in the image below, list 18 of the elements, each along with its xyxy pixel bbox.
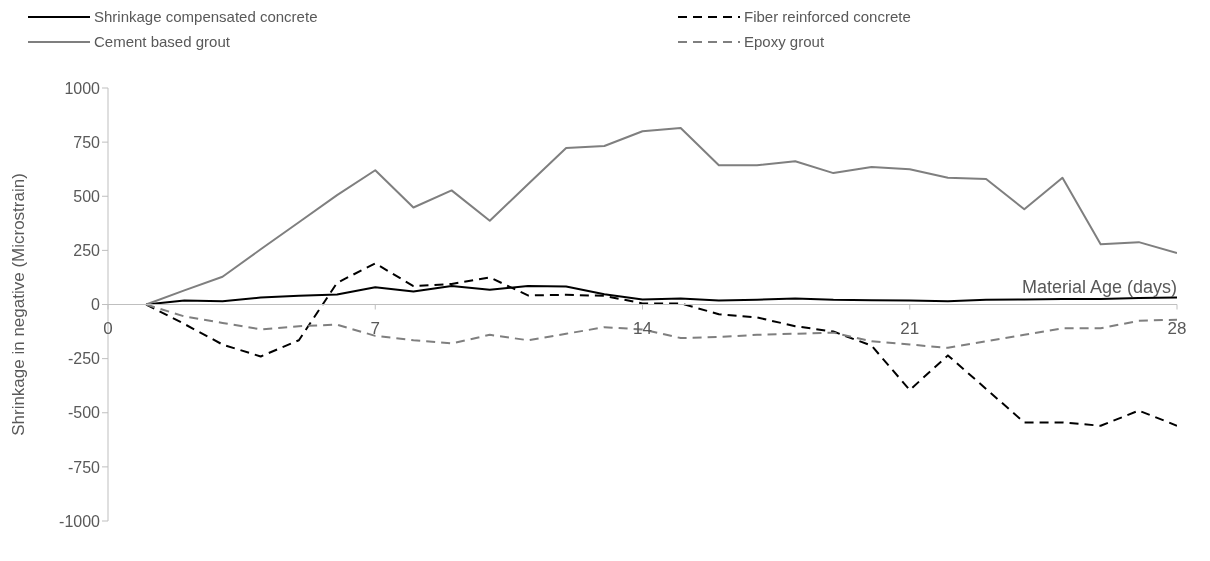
y-tick-label: -250: [67, 350, 101, 368]
y-tick-label: 1000: [64, 79, 101, 97]
legend-label: Shrinkage compensated concrete: [94, 8, 318, 25]
x-tick-label: 28: [1167, 318, 1187, 338]
y-axis-title: Shrinkage in negative (Microstrain): [9, 173, 29, 436]
x-tick-label: 7: [370, 318, 380, 338]
legend-label: Epoxy grout: [744, 33, 825, 50]
x-tick-label: 21: [900, 318, 920, 338]
y-tick-label: 500: [73, 187, 101, 205]
y-tick-label: 250: [73, 242, 101, 260]
y-tick-label: -750: [67, 458, 101, 476]
y-tick-label: 0: [91, 296, 101, 314]
x-axis-title: Material Age (days): [1021, 276, 1177, 297]
y-tick-label: 750: [73, 133, 101, 151]
y-tick-label: -500: [67, 404, 101, 422]
y-tick-label: -1000: [59, 512, 101, 530]
legend-label: Fiber reinforced concrete: [744, 8, 911, 25]
legend-label: Cement based grout: [94, 33, 230, 50]
